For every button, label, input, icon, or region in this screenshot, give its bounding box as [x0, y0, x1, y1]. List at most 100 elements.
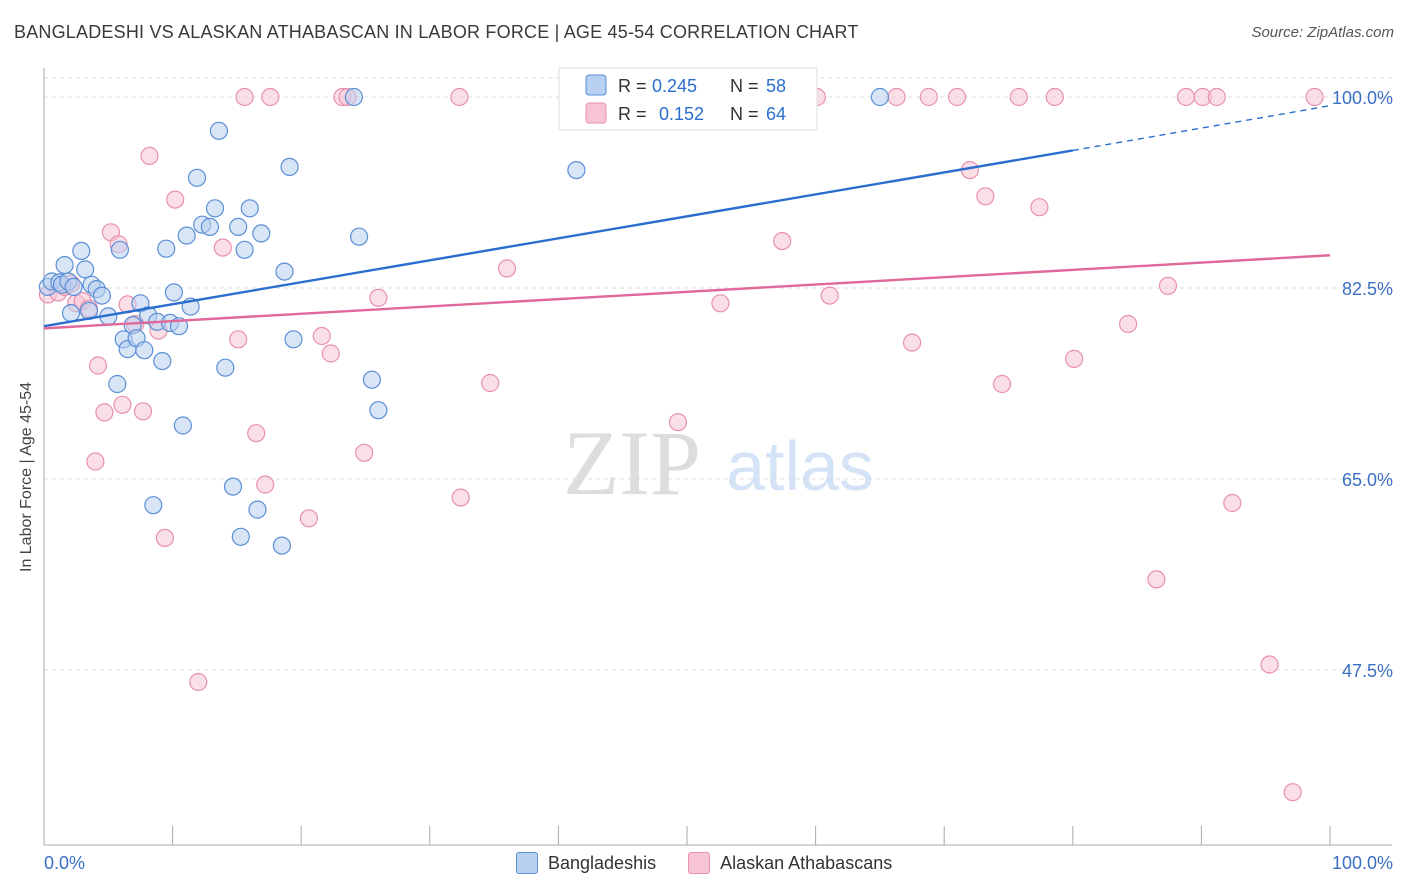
- alaskan-athabascan-point-63: [1305, 87, 1324, 107]
- bangladeshi-point-24: [144, 496, 163, 515]
- bangladeshi-point-52: [350, 227, 369, 246]
- bangladeshi-point-49: [280, 157, 299, 176]
- bangladeshi-point-47: [272, 536, 291, 555]
- alaskan-athabascan-point-28: [312, 326, 331, 346]
- bangladeshi-point-32: [177, 226, 196, 245]
- alaskan-athabascan-point-21: [213, 238, 232, 257]
- bangladeshi-point-45: [248, 500, 267, 519]
- bangladeshi-point-16: [110, 240, 130, 259]
- bangladeshi-point-26: [153, 352, 172, 371]
- alaskan-athabascan-point-29: [321, 344, 340, 363]
- alaskan-athabascan-point-35: [451, 488, 470, 507]
- alaskan-athabascan-point-37: [497, 259, 517, 278]
- legend-r-label-1: R =: [618, 76, 647, 96]
- legend-swatch-alaskan-athabascans: [688, 852, 711, 874]
- alaskan-athabascan-point-19: [166, 190, 185, 209]
- series-legend: Bangladeshis Alaskan Athabascans: [516, 852, 924, 874]
- bangladeshi-point-15: [108, 374, 127, 394]
- bangladeshi-point-42: [231, 527, 250, 546]
- alaskan-athabascan-point-49: [992, 374, 1012, 394]
- alaskan-athabascan-point-51: [1030, 198, 1049, 217]
- chart-title: BANGLADESHI VS ALASKAN ATHABASCAN IN LAB…: [14, 22, 859, 42]
- y-tick-label-1: 65.0%: [1342, 470, 1393, 490]
- bangladeshi-point-53: [362, 370, 381, 389]
- y-tick-labels: 47.5% 65.0% 82.5% 100.0%: [1332, 88, 1393, 681]
- bangladeshi-point-41: [229, 217, 248, 236]
- bangladeshi-point-43: [235, 240, 254, 259]
- alaskan-athabascan-point-62: [1283, 783, 1302, 802]
- alaskan-athabascan-point-24: [247, 424, 266, 443]
- alaskan-athabascan-point-56: [1158, 276, 1178, 295]
- bangladeshis-trend-line: [43, 149, 1074, 328]
- alaskan-athabascan-point-36: [481, 373, 500, 393]
- legend-label-alaskan-athabascans: Alaskan Athabascans: [720, 852, 893, 873]
- legend-swatch-bangladeshis: [516, 852, 538, 874]
- alaskan-athabascan-point-32: [355, 443, 374, 462]
- alaskan-athabascan-point-44: [902, 333, 922, 352]
- alaskan-athabascan-point-7: [86, 452, 105, 471]
- x-tick-labels: 0.0% 100.0%: [44, 853, 1393, 873]
- alaskan-athabascan-point-52: [1045, 87, 1064, 107]
- alaskan-athabascan-point-57: [1176, 87, 1196, 107]
- legend-swatch-pink: [585, 102, 607, 124]
- bangladeshi-point-9: [76, 260, 95, 279]
- bangladeshi-point-54: [369, 401, 388, 420]
- watermark-atlas: atlas: [726, 427, 874, 505]
- legend-r-value-2: 0.152: [659, 104, 704, 124]
- legend-swatch-blue: [585, 74, 607, 96]
- alaskan-athabascan-point-61: [1260, 655, 1279, 674]
- bangladeshi-point-44: [240, 199, 259, 218]
- alaskan-athabascan-point-38: [668, 413, 688, 432]
- axes: [43, 68, 1392, 846]
- bangladeshis-trend-extension: [1072, 105, 1331, 152]
- alaskan-athabascan-point-18: [155, 528, 174, 548]
- alaskan-athabascan-point-60: [1223, 493, 1242, 513]
- alaskan-athabascan-point-59: [1207, 87, 1226, 107]
- bangladeshi-point-8: [72, 241, 91, 260]
- bangladeshi-point-27: [157, 239, 176, 258]
- grid-lines: [44, 77, 1392, 671]
- series-bangladeshis-points: [38, 87, 890, 555]
- bangladeshi-point-13: [92, 286, 112, 305]
- legend-r-label-2: R =: [618, 104, 647, 124]
- bangladeshi-point-40: [223, 477, 243, 496]
- alaskan-athabascan-point-39: [711, 294, 730, 313]
- alaskan-athabascan-point-8: [88, 356, 108, 375]
- alaskan-athabascan-point-16: [140, 146, 159, 165]
- alaskan-athabascan-point-42: [820, 286, 839, 305]
- bangladeshi-point-37: [205, 199, 225, 218]
- bangladeshi-point-39: [216, 358, 235, 377]
- alaskan-athabascan-point-40: [773, 232, 792, 251]
- y-tick-label-3: 100.0%: [1332, 88, 1393, 108]
- alaskan-athabascan-point-25: [256, 475, 275, 494]
- alaskan-athabascan-point-55: [1147, 570, 1166, 589]
- y-tick-label-0: 47.5%: [1342, 661, 1393, 681]
- alaskan-athabascan-point-50: [1009, 87, 1028, 107]
- bangladeshi-point-22: [135, 341, 154, 360]
- alaskan-athabascan-point-9: [95, 403, 114, 422]
- legend-n-label-1: N =: [730, 76, 759, 96]
- source-label: Source: ZipAtlas.com: [1251, 24, 1394, 41]
- alaskan-athabascan-point-45: [919, 87, 938, 107]
- alaskan-athabascan-point-27: [299, 509, 318, 528]
- alaskan-athabascan-point-23: [235, 87, 254, 107]
- alaskan-athabascan-point-46: [947, 87, 967, 107]
- bangladeshi-point-31: [173, 416, 192, 435]
- bangladeshi-point-29: [164, 283, 183, 302]
- x-tick-label-min: 0.0%: [44, 853, 85, 873]
- legend-item-alaskan-athabascans: Alaskan Athabascans: [688, 852, 892, 874]
- alaskan-athabascan-point-33: [369, 288, 388, 307]
- bangladeshi-point-34: [187, 168, 207, 187]
- alaskan-athabascan-point-12: [113, 395, 132, 414]
- bangladeshi-point-55: [567, 161, 586, 180]
- alaskan-athabascan-point-15: [133, 402, 153, 421]
- bangladeshi-point-4: [55, 256, 74, 275]
- legend-label-bangladeshis: Bangladeshis: [548, 852, 657, 873]
- stats-legend: R = 0.245 N = 58 R = 0.152 N = 64: [558, 67, 818, 131]
- bangladeshi-point-6: [61, 304, 81, 323]
- bangladeshi-point-56: [870, 87, 890, 107]
- bangladeshi-point-48: [275, 262, 294, 281]
- trend-lines: [43, 105, 1331, 330]
- legend-item-bangladeshis: Bangladeshis: [516, 852, 656, 874]
